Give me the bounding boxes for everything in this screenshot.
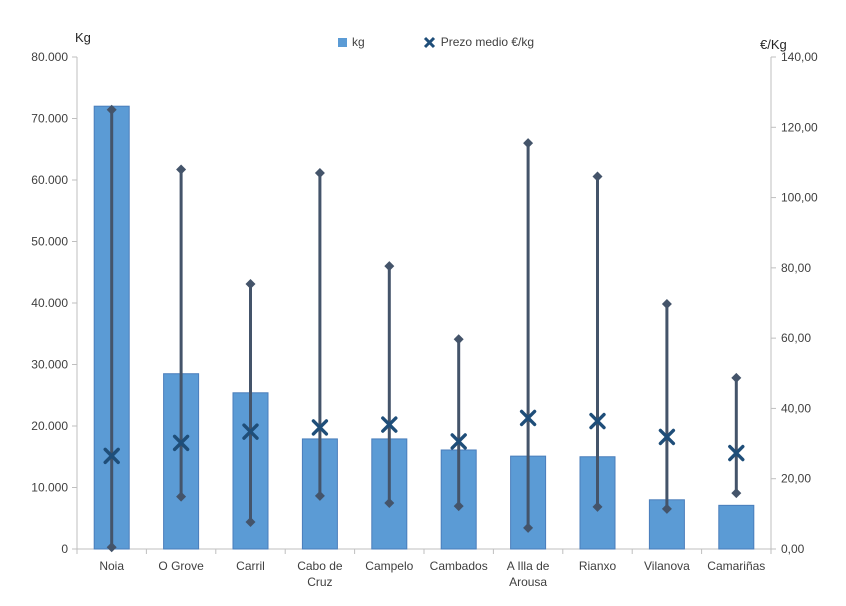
right-axis-tick-label: 0,00 <box>781 542 805 556</box>
legend: kg Prezo medio €/kg <box>338 35 534 49</box>
min-marker <box>592 501 603 512</box>
max-marker <box>384 261 395 272</box>
price-x-marker <box>450 433 467 450</box>
category-label: A Illa de Arousa <box>507 559 550 589</box>
right-axis-tick-label: 20,00 <box>781 472 811 486</box>
right-axis-tick-label: 80,00 <box>781 261 811 275</box>
category-label: Rianxo <box>579 559 617 573</box>
min-marker <box>523 522 534 533</box>
left-axis-tick-label: 0 <box>61 542 68 556</box>
right-axis-title: €/Kg <box>760 37 787 52</box>
right-axis-tick-label: 100,00 <box>781 191 818 205</box>
left-axis-tick-label: 60.000 <box>31 173 68 187</box>
max-marker <box>661 299 672 310</box>
right-axis-tick-label: 120,00 <box>781 120 818 134</box>
price-x-marker <box>589 412 606 430</box>
bar-series-swatch-icon <box>338 37 347 47</box>
max-marker <box>523 138 534 149</box>
price-x-marker <box>381 416 398 433</box>
left-axis-tick-label: 40.000 <box>31 296 68 310</box>
category-label: Cabo de Cruz <box>297 559 343 589</box>
price-x-marker <box>519 409 537 427</box>
price-x-marker <box>311 419 329 436</box>
legend-label-kg: kg <box>352 35 365 49</box>
min-marker <box>453 501 464 512</box>
min-marker <box>384 497 395 508</box>
price-x-marker <box>658 428 676 446</box>
category-label: Campelo <box>365 559 413 573</box>
right-axis-tick-label: 40,00 <box>781 401 811 415</box>
category-label: O Grove <box>158 559 204 573</box>
x-marker-icon <box>423 36 435 48</box>
left-axis-tick-label: 70.000 <box>31 112 68 126</box>
category-label: Cambados <box>430 559 488 573</box>
max-marker <box>453 334 464 345</box>
max-marker <box>106 104 117 115</box>
category-label: Vilanova <box>644 559 690 573</box>
category-label: Noia <box>99 559 124 573</box>
left-axis-title: Kg <box>75 30 91 45</box>
bar <box>718 504 755 550</box>
max-marker <box>245 279 256 290</box>
price-x-marker <box>103 447 120 465</box>
legend-label-prezo-medio: Prezo medio €/kg <box>440 35 535 49</box>
max-marker <box>314 167 325 178</box>
max-marker <box>731 372 742 383</box>
max-marker <box>176 164 187 175</box>
left-axis-tick-label: 30.000 <box>31 358 68 372</box>
price-x-marker <box>728 444 745 462</box>
right-axis-tick-label: 140,00 <box>781 50 818 64</box>
max-marker <box>592 171 603 182</box>
category-label: Carril <box>236 559 265 573</box>
min-marker <box>731 488 742 499</box>
left-axis-tick-label: 50.000 <box>31 235 68 249</box>
left-axis-tick-label: 10.000 <box>31 481 68 495</box>
left-axis-tick-label: 80.000 <box>31 50 68 64</box>
min-marker <box>245 516 256 527</box>
min-marker <box>106 542 117 553</box>
category-label: Camariñas <box>707 559 765 573</box>
left-axis-tick-label: 20.000 <box>31 419 68 433</box>
min-marker <box>661 503 672 514</box>
min-marker <box>314 490 325 501</box>
price-x-marker <box>172 434 190 452</box>
legend-item-kg: kg <box>338 35 365 49</box>
price-x-marker <box>242 423 259 440</box>
right-axis-tick-label: 60,00 <box>781 331 811 345</box>
min-marker <box>176 491 187 502</box>
legend-item-prezo-medio: Prezo medio €/kg <box>423 35 534 49</box>
